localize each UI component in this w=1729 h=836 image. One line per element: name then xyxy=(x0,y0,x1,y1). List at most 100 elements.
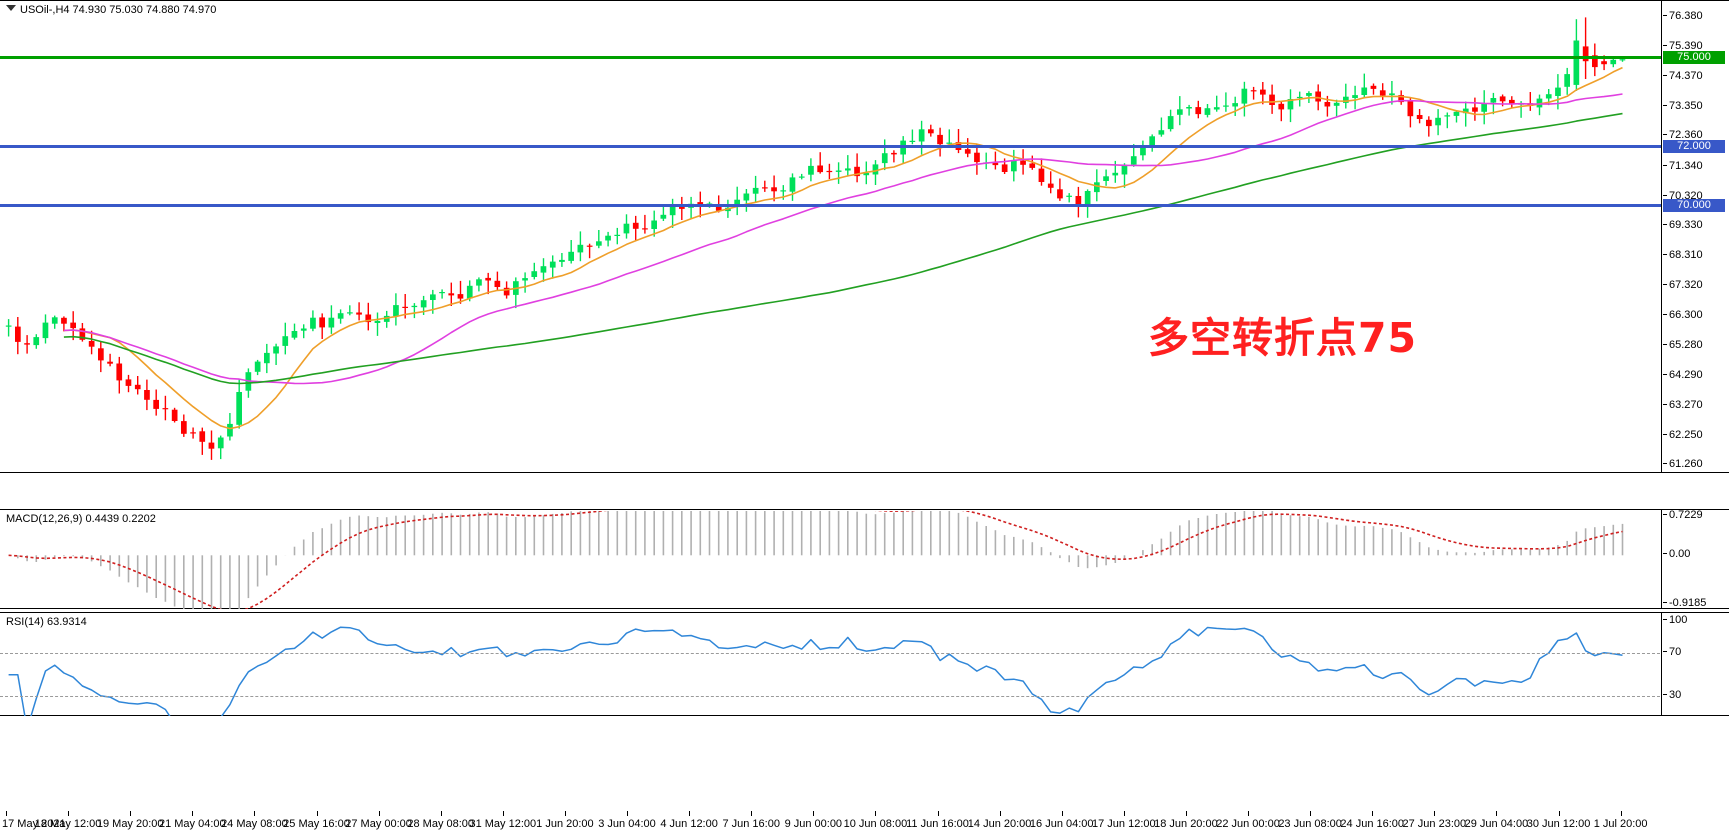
time-axis-tick xyxy=(192,811,194,816)
macd-label: MACD(12,26,9) 0.4439 0.2202 xyxy=(6,513,156,525)
macd-panel[interactable]: 0.7229 0.00 -0.9185 MACD(12,26,9) 0.4439 0… xyxy=(0,509,1729,609)
time-axis-label: 7 Jun 16:00 xyxy=(722,818,780,830)
time-axis-label: 3 Jun 04:00 xyxy=(598,818,656,830)
time-axis-label: 25 May 16:00 xyxy=(283,818,350,830)
time-axis-tick xyxy=(813,811,815,816)
rsi-label: RSI(14) 63.9314 xyxy=(6,616,87,628)
chart-annotation-text: 多空转折点75 xyxy=(1148,314,1418,362)
time-axis-tick xyxy=(689,811,691,816)
rsi-svg xyxy=(8,626,1623,716)
rsi-plot-area[interactable] xyxy=(0,614,1660,716)
time-axis-label: 9 Jun 00:00 xyxy=(784,818,843,830)
price-y-tick: 75.390 xyxy=(1663,39,1703,52)
rsi-panel[interactable]: 100 70 30 RSI(14) 63.9314 xyxy=(0,612,1729,716)
macd-y-tick: -0.9185 xyxy=(1662,597,1707,609)
time-axis-tick xyxy=(130,811,132,816)
time-axis-label: 30 Jun 12:00 xyxy=(1526,818,1591,830)
price-level-line[interactable] xyxy=(0,56,1661,60)
time-axis-tick xyxy=(1061,811,1063,816)
time-axis: 17 May 2021 18 May 12:00 19 May 20:00 21 Ma… xyxy=(0,717,1729,836)
time-axis-label: 22 Jun 00:00 xyxy=(1216,818,1280,830)
time-axis-tick xyxy=(1248,811,1250,816)
rsi-axis-separator xyxy=(1661,613,1662,715)
time-axis-tick xyxy=(627,811,628,816)
rsi-y-tick: 100 xyxy=(1662,613,1688,626)
price-y-tick: 73.350 xyxy=(1663,100,1703,113)
price-level-tag[interactable]: 75.000 xyxy=(1663,51,1725,65)
time-axis-label: 18 May 12:00 xyxy=(34,818,102,830)
price-level-line[interactable] xyxy=(0,145,1661,149)
rsi-level-line xyxy=(0,653,1660,655)
time-axis-tick xyxy=(502,811,504,816)
price-level-tag[interactable]: 72.000 xyxy=(1663,140,1725,154)
price-y-tick: 63.270 xyxy=(1663,398,1703,411)
time-axis-label: 17 Jun 12:00 xyxy=(1092,818,1156,830)
time-axis-tick xyxy=(564,811,566,816)
time-axis-label: 14 Jun 20:00 xyxy=(967,818,1032,830)
time-axis-label: 27 Jun 23:00 xyxy=(1402,818,1467,830)
macd-svg xyxy=(8,511,1624,609)
price-level-tag[interactable]: 70.000 xyxy=(1663,199,1725,213)
time-axis-tick xyxy=(254,811,256,816)
time-axis-tick xyxy=(1620,811,1622,816)
macd-y-axis: 0.7229 0.00 -0.9185 xyxy=(1662,510,1729,609)
price-y-tick: 68.310 xyxy=(1663,249,1703,262)
rsi-y-axis: 100 70 30 xyxy=(1662,613,1729,715)
time-axis-label: 24 May 08:00 xyxy=(221,818,288,830)
time-axis-label: 11 Jun 16:00 xyxy=(906,818,969,830)
price-y-tick: 67.320 xyxy=(1663,278,1703,291)
time-axis-tick xyxy=(1310,811,1312,816)
time-axis-tick xyxy=(1372,811,1374,816)
time-axis-tick xyxy=(378,811,380,816)
price-y-tick: 76.380 xyxy=(1663,10,1703,23)
price-y-tick: 70.320 xyxy=(1663,189,1703,202)
price-plot-area[interactable] xyxy=(0,2,1660,473)
macd-y-tick: 0.00 xyxy=(1662,548,1691,561)
time-axis-label: 28 May 08:00 xyxy=(407,818,475,830)
price-y-tick: 69.330 xyxy=(1663,219,1703,232)
time-axis-tick xyxy=(937,811,939,816)
time-axis-label: 1 Jul 20:00 xyxy=(1593,818,1648,830)
rsi-level-line xyxy=(0,696,1660,698)
price-y-tick: 62.250 xyxy=(1663,428,1703,441)
symbol-ohlc-label: USOil-,H4 74.930 75.030 74.880 74.970 xyxy=(20,4,217,16)
price-y-tick: 61.260 xyxy=(1663,458,1703,471)
time-axis-tick xyxy=(1185,811,1187,816)
rsi-y-tick: 70 xyxy=(1662,646,1682,659)
price-level-line[interactable] xyxy=(0,204,1661,208)
price-y-tick: 66.300 xyxy=(1663,309,1703,321)
time-axis-label: 10 Jun 08:00 xyxy=(843,818,908,830)
price-panel[interactable]: 76.380 75.390 74.370 73.350 72.360 71.340 70.3… xyxy=(0,0,1729,473)
time-axis-tick xyxy=(1123,811,1125,816)
time-axis-tick xyxy=(875,811,877,816)
time-axis-tick xyxy=(1496,811,1498,816)
price-y-axis[interactable]: 76.380 75.390 74.370 73.350 72.360 71.340 70.3… xyxy=(1663,1,1729,472)
time-axis-tick xyxy=(1558,811,1560,816)
time-axis-tick xyxy=(1434,811,1436,816)
time-axis-label: 23 Jun 08:00 xyxy=(1278,818,1342,830)
time-axis-label: 29 Jun 04:00 xyxy=(1464,818,1529,830)
time-axis-label: 24 Jun 16:00 xyxy=(1340,818,1405,830)
time-axis-label: 31 May 12:00 xyxy=(469,818,537,830)
time-axis-label: 19 May 20:00 xyxy=(96,818,164,830)
price-y-tick: 72.360 xyxy=(1663,129,1703,142)
time-axis-label: 4 Jun 12:00 xyxy=(660,818,718,830)
macd-axis-separator xyxy=(1661,510,1662,608)
time-axis-tick xyxy=(68,811,70,816)
rsi-y-tick: 30 xyxy=(1662,689,1682,702)
time-axis-label: 18 Jun 20:00 xyxy=(1154,818,1218,830)
time-axis-tick xyxy=(316,811,318,816)
triangle-down-icon[interactable] xyxy=(6,5,16,11)
price-y-tick: 74.370 xyxy=(1663,69,1703,82)
macd-plot-area[interactable] xyxy=(0,511,1660,609)
time-axis-label: 21 May 04:00 xyxy=(158,818,226,830)
time-axis-tick xyxy=(751,811,753,816)
time-axis-tick xyxy=(440,811,442,816)
time-axis-label: 1 Jun 20:00 xyxy=(536,818,594,830)
time-axis-tick xyxy=(999,811,1001,816)
time-axis-label: 16 Jun 04:00 xyxy=(1029,818,1094,830)
price-y-tick: 65.280 xyxy=(1663,339,1703,352)
price-axis-separator xyxy=(1661,1,1662,472)
time-axis-tick xyxy=(6,811,7,816)
